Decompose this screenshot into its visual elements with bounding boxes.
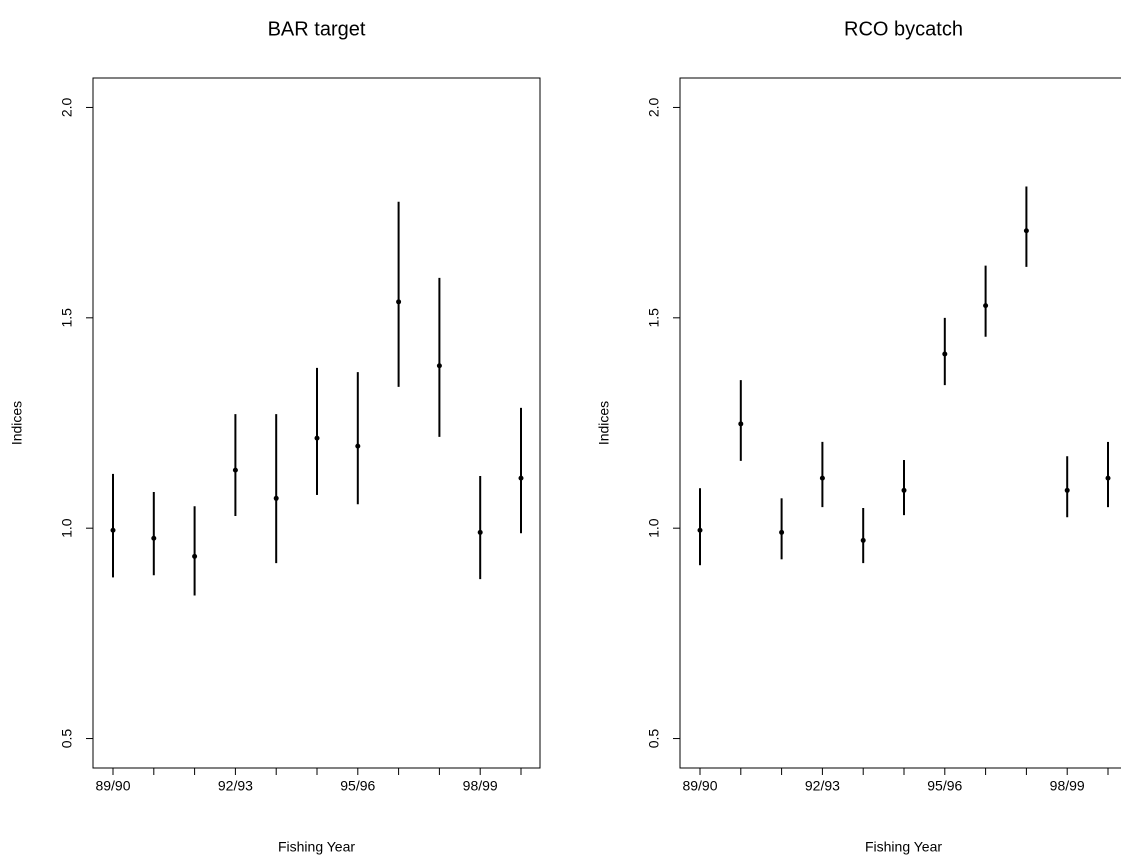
y-tick-label: 2.0 — [59, 98, 75, 118]
x-tick-label: 95/96 — [927, 778, 962, 794]
point — [436, 363, 442, 369]
point — [1105, 475, 1111, 481]
point — [983, 303, 989, 309]
y-tick-label: 1.5 — [59, 308, 75, 328]
point — [860, 537, 866, 543]
point — [110, 527, 116, 533]
y-tick-label: 2.0 — [646, 98, 662, 118]
point — [477, 529, 483, 535]
x-axis-label: Fishing Year — [865, 839, 942, 855]
point — [273, 495, 279, 501]
x-tick-label: 89/90 — [682, 778, 717, 794]
point — [151, 535, 157, 541]
point — [1023, 228, 1029, 234]
point — [518, 475, 524, 481]
point — [1064, 487, 1070, 493]
y-tick-label: 1.0 — [646, 518, 662, 538]
point — [901, 487, 907, 493]
point — [314, 435, 320, 441]
y-tick-label: 1.0 — [59, 518, 75, 538]
chart-title: RCO bycatch — [844, 18, 963, 40]
y-axis-label: Indices — [596, 401, 612, 445]
panel: RCO bycatch Fishing Year Indices 0.5 1.0 1.5 2… — [596, 18, 1121, 855]
point — [819, 475, 825, 481]
y-tick-label: 0.5 — [646, 729, 662, 749]
point — [738, 421, 744, 427]
panel: BAR target Fishing Year Indices 0.5 1.0 1.5 2.… — [9, 18, 541, 855]
point — [192, 553, 198, 559]
x-tick-label: 92/93 — [805, 778, 840, 794]
point — [779, 529, 785, 535]
x-tick-label: 92/93 — [218, 778, 253, 794]
point — [942, 351, 948, 357]
y-tick-label: 0.5 — [59, 729, 75, 749]
chart-title: BAR target — [268, 18, 366, 40]
point — [396, 299, 402, 305]
x-tick-label: 95/96 — [340, 778, 375, 794]
x-tick-label: 98/99 — [463, 778, 498, 794]
point — [355, 443, 361, 449]
x-tick-label: 89/90 — [95, 778, 130, 794]
plot-frame — [679, 77, 1121, 769]
y-axis-label: Indices — [9, 401, 25, 445]
y-tick-label: 1.5 — [646, 308, 662, 328]
point — [232, 467, 238, 473]
x-tick-label: 98/99 — [1050, 778, 1085, 794]
point — [697, 527, 703, 533]
x-axis-label: Fishing Year — [278, 839, 355, 855]
